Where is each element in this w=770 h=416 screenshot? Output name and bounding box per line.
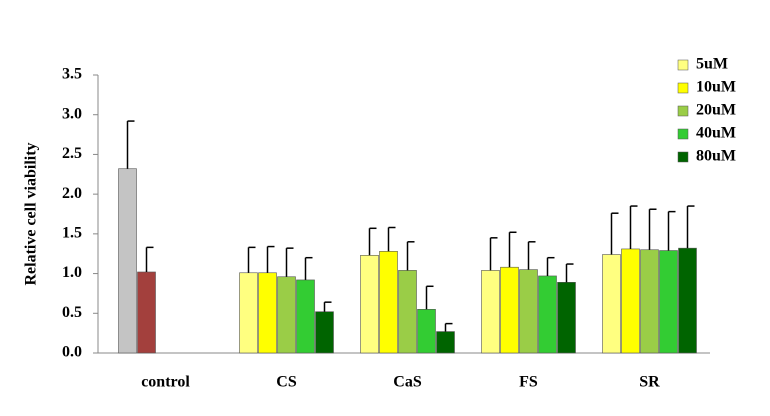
x-tick-label: CS: [276, 374, 297, 391]
x-tick-label: control: [141, 374, 190, 391]
bar: [659, 250, 678, 354]
y-tick-label: 1.5: [62, 225, 82, 242]
bar: [621, 248, 640, 354]
x-tick-label: FS: [519, 374, 538, 391]
bar: [315, 311, 334, 354]
legend-swatch: [677, 128, 689, 140]
bar: [481, 270, 500, 354]
bar: [360, 255, 379, 354]
legend-swatch: [677, 59, 689, 71]
legend-swatch: [677, 82, 689, 94]
y-tick-label: 1.0: [62, 264, 82, 281]
legend-label: 10uM: [696, 79, 736, 96]
bar: [417, 309, 436, 354]
bar: [557, 282, 576, 354]
x-tick-label: CaS: [393, 374, 422, 391]
y-axis-label: Relative cell viability: [23, 142, 40, 285]
y-tick-label: 0.0: [62, 344, 82, 361]
legend-label: 80uM: [696, 148, 736, 165]
legend-swatch: [677, 105, 689, 117]
bar: [640, 249, 659, 354]
bar: [538, 275, 557, 354]
y-tick-label: 3.0: [62, 105, 82, 122]
legend-swatch: [677, 151, 689, 163]
bar: [519, 269, 538, 354]
bar: [379, 251, 398, 354]
bar: [602, 254, 621, 354]
bar: [678, 247, 697, 354]
bar: [296, 279, 315, 354]
y-tick-label: 2.0: [62, 185, 82, 202]
legend-label: 20uM: [696, 102, 736, 119]
bar: [137, 271, 156, 354]
bar: [239, 272, 258, 354]
y-tick-label: 0.5: [62, 304, 82, 321]
legend-label: 40uM: [696, 125, 736, 142]
y-tick-label: 2.5: [62, 145, 82, 162]
legend-label: 5uM: [696, 56, 728, 73]
bar: [277, 276, 296, 354]
bar: [398, 270, 417, 354]
x-tick-label: SR: [639, 374, 660, 391]
y-tick-label: 3.5: [62, 66, 82, 83]
bar: [118, 168, 137, 354]
bar: [258, 272, 277, 354]
bar: [436, 331, 455, 354]
bar: [500, 266, 519, 354]
